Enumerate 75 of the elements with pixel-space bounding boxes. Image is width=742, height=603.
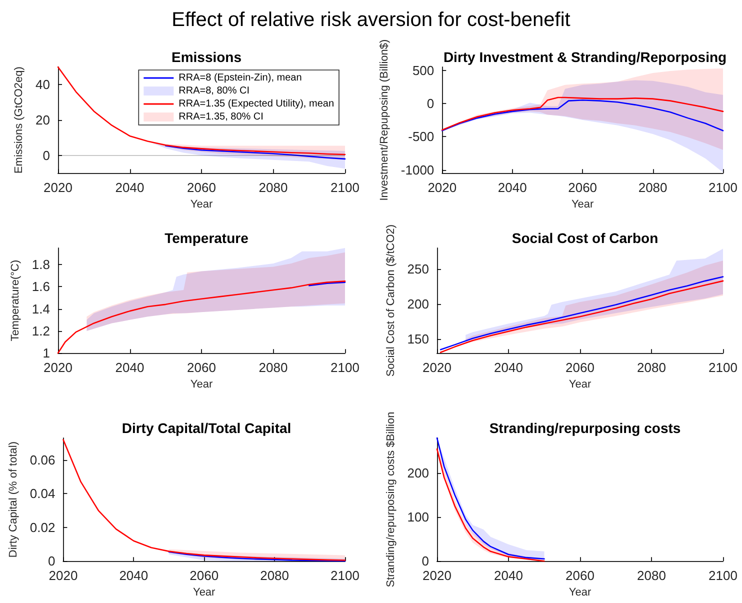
x-tick-label: 2020 (422, 360, 452, 376)
y-tick-label: 250 (407, 262, 429, 277)
x-axis-title: Year (190, 198, 213, 210)
chart-title: Dirty Capital/Total Capital (122, 420, 292, 436)
x-tick-label: 2020 (422, 568, 452, 584)
chart-title: Social Cost of Carbon (512, 230, 658, 246)
chart-title: Dirty Investment & Stranding/Reporposing (443, 49, 727, 65)
x-tick-label: 2080 (637, 568, 666, 584)
y-tick-label: 200 (407, 466, 429, 481)
y-tick-label: 1 (42, 346, 50, 361)
x-tick-label: 2080 (260, 568, 290, 584)
y-tick-label: 150 (407, 332, 429, 347)
x-tick-label: 2040 (494, 360, 523, 376)
y-tick-label: 40 (36, 77, 50, 92)
x-tick-label: 2020 (44, 180, 72, 196)
legend-label: RRA=8, 80% CI (178, 86, 250, 96)
x-axis-title: Year (568, 586, 592, 598)
chart-title: Emissions (171, 49, 242, 65)
chart-title: Temperature (164, 230, 249, 246)
x-tick-label: 2100 (330, 180, 360, 196)
text: Effect of relative risk aversion for cost-benefit (172, 8, 570, 32)
x-axis-title: Year (571, 198, 594, 210)
x-tick-label: 2040 (115, 360, 144, 376)
x-tick-label: 2080 (258, 180, 288, 196)
y-tick-label: 0 (48, 554, 56, 569)
x-tick-label: 2060 (187, 360, 216, 376)
y-axis-title: Emissions (GtCO2eq) (13, 66, 26, 174)
x-tick-label: 2100 (708, 360, 738, 376)
y-tick-label: 0 (422, 554, 429, 569)
x-axis-title: Year (192, 586, 216, 598)
x-tick-label: 2040 (494, 568, 523, 584)
y-axis-title: Temperature(°C) (10, 260, 22, 342)
y-tick-label: 200 (407, 296, 429, 312)
x-axis-title: Year (190, 378, 213, 390)
x-tick-label: 2080 (638, 180, 668, 196)
x-tick-label: 2060 (187, 180, 216, 196)
x-tick-label: 2060 (566, 360, 594, 376)
y-axis-title: Investment/Repuposing (Billion$) (378, 39, 390, 201)
y-tick-label: 1.6 (32, 279, 50, 294)
y-tick-label: 1.4 (32, 301, 50, 316)
x-tick-label: 2100 (708, 568, 738, 584)
y-tick-label: 0.02 (30, 520, 56, 535)
y-tick-label: 0 (426, 96, 434, 111)
x-tick-label: 2040 (498, 180, 527, 196)
y-tick-label: 1.8 (32, 257, 50, 272)
x-tick-label: 2100 (708, 180, 738, 196)
y-axis-title: Social Cost of Carbon ($/tCO2) (384, 224, 397, 377)
x-axis-title: Year (568, 378, 592, 390)
y-axis-title: Stranding/repurposing costs $Billion (384, 412, 397, 588)
y-tick-label: 0 (42, 148, 50, 163)
chart-title: Stranding/repurposing costs (489, 420, 681, 436)
x-tick-label: 2060 (566, 568, 594, 584)
x-tick-label: 2020 (428, 180, 457, 196)
legend-label: RRA=1.35 (Expected Utility), mean (178, 98, 334, 110)
x-tick-label: 2080 (258, 360, 288, 376)
x-tick-label: 2060 (568, 180, 598, 196)
y-tick-label: 0.06 (30, 452, 56, 468)
x-tick-label: 2100 (330, 360, 360, 376)
y-tick-label: 1.2 (32, 323, 50, 338)
legend-label: RRA=1.35, 80% CI (178, 112, 264, 122)
legend-label: RRA=8 (Epstein-Zin), mean (178, 72, 302, 84)
x-tick-label: 2100 (330, 568, 360, 584)
x-tick-label: 2080 (637, 360, 666, 376)
x-tick-label: 2040 (119, 568, 148, 584)
x-tick-label: 2020 (48, 568, 78, 584)
y-tick-label: -500 (408, 129, 434, 144)
y-tick-label: -1000 (400, 162, 434, 178)
y-tick-label: 100 (407, 510, 429, 525)
x-tick-label: 2040 (115, 180, 144, 196)
x-tick-label: 2060 (190, 568, 219, 584)
x-tick-label: 2020 (44, 360, 72, 376)
y-tick-label: 500 (412, 62, 434, 78)
y-tick-label: 0.04 (30, 486, 56, 502)
y-tick-label: 20 (36, 112, 50, 128)
y-axis-title: Dirty Capital (% of total) (8, 441, 20, 558)
